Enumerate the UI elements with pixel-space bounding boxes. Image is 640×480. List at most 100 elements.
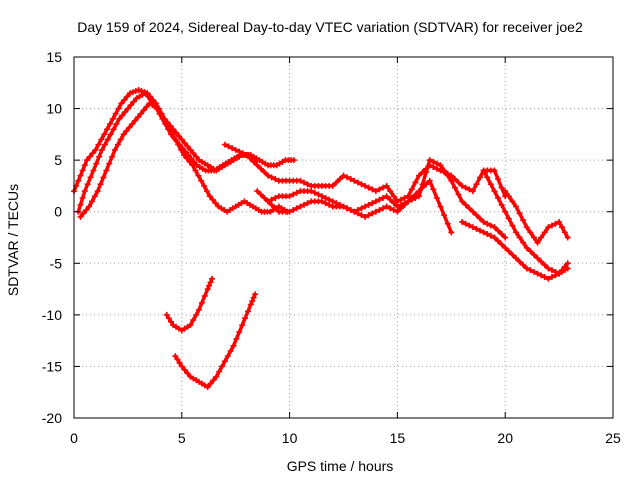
- data-point: [484, 174, 491, 181]
- data-point: [207, 380, 214, 387]
- data-point: [209, 196, 216, 203]
- data-point: [480, 229, 487, 236]
- chart-title: Day 159 of 2024, Sidereal Day-to-day VTE…: [77, 19, 583, 35]
- data-point: [462, 220, 469, 227]
- data-point: [119, 112, 126, 119]
- data-point: [232, 146, 239, 153]
- data-point: [81, 188, 88, 195]
- data-point: [509, 222, 516, 229]
- data-point: [509, 251, 516, 258]
- data-point: [213, 373, 220, 380]
- data-point: [527, 248, 534, 255]
- data-point: [484, 231, 491, 238]
- data-point: [206, 282, 213, 289]
- data-point: [369, 210, 376, 217]
- data-point: [87, 174, 94, 181]
- data-point: [480, 219, 487, 226]
- data-point: [397, 196, 404, 203]
- data-point: [516, 210, 523, 217]
- data-point: [520, 217, 527, 224]
- data-point: [491, 234, 498, 241]
- data-point: [90, 167, 97, 174]
- data-point: [163, 311, 170, 318]
- data-point: [121, 96, 128, 103]
- data-point: [163, 121, 170, 128]
- data-point: [376, 186, 383, 193]
- data-point: [419, 181, 426, 188]
- x-tick-label: 20: [497, 430, 513, 446]
- data-point: [387, 205, 394, 212]
- data-point: [109, 153, 116, 160]
- data-point: [201, 292, 208, 299]
- data-point: [387, 196, 394, 203]
- data-point: [192, 167, 199, 174]
- data-point: [561, 229, 568, 236]
- data-point: [129, 89, 136, 96]
- data-point: [79, 167, 86, 174]
- data-point: [333, 179, 340, 186]
- data-point: [250, 294, 257, 301]
- y-tick-label: 5: [54, 152, 62, 168]
- plot-frame: [73, 56, 614, 419]
- series-track-11: [502, 188, 571, 246]
- data-point: [204, 384, 211, 391]
- data-point: [448, 177, 455, 184]
- data-point: [103, 167, 110, 174]
- data-point: [326, 196, 333, 203]
- data-point: [491, 188, 498, 195]
- data-point: [336, 176, 343, 183]
- data-point: [354, 210, 361, 217]
- data-point: [394, 203, 401, 210]
- series-track-2: [75, 90, 261, 215]
- data-point: [498, 231, 505, 238]
- data-point: [297, 203, 304, 210]
- series-track-6: [221, 141, 509, 205]
- x-tick-label: 25: [605, 430, 621, 446]
- data-point: [358, 181, 365, 188]
- data-point: [224, 353, 231, 360]
- x-axis-label: GPS time / hours: [287, 458, 394, 474]
- data-point: [505, 215, 512, 222]
- x-tick-label: 10: [282, 430, 298, 446]
- data-point: [134, 114, 141, 121]
- data-point: [358, 205, 365, 212]
- data-point: [441, 212, 448, 219]
- data-point: [390, 206, 397, 213]
- data-point: [174, 356, 181, 363]
- data-point: [358, 212, 365, 219]
- x-tick-label: 0: [70, 430, 78, 446]
- data-point: [92, 146, 99, 153]
- data-point: [318, 198, 325, 205]
- data-point: [441, 167, 448, 174]
- data-point: [340, 203, 347, 210]
- data-point: [477, 215, 484, 222]
- data-point: [347, 176, 354, 183]
- data-point: [86, 203, 93, 210]
- data-point: [380, 194, 387, 201]
- data-point: [430, 186, 437, 193]
- data-point: [502, 234, 509, 241]
- data-point: [362, 182, 369, 189]
- series-track-3: [77, 100, 291, 220]
- data-point: [552, 268, 559, 275]
- data-point: [561, 263, 568, 270]
- data-point: [113, 121, 120, 128]
- series-track-4: [163, 275, 215, 334]
- data-point: [272, 176, 279, 183]
- data-point: [362, 213, 369, 220]
- data-point: [430, 158, 437, 165]
- data-point: [250, 158, 257, 165]
- y-axis-label: SDTVAR / TECUs: [5, 184, 21, 296]
- data-point: [109, 115, 116, 122]
- data-point: [523, 244, 530, 251]
- data-point: [120, 131, 127, 138]
- data-point: [477, 227, 484, 234]
- data-point: [80, 210, 87, 217]
- data-point: [426, 157, 433, 164]
- data-point: [293, 189, 300, 196]
- data-point: [290, 206, 297, 213]
- data-point: [308, 188, 315, 195]
- data-point: [195, 172, 202, 179]
- data-point: [340, 172, 347, 179]
- data-point: [122, 109, 129, 116]
